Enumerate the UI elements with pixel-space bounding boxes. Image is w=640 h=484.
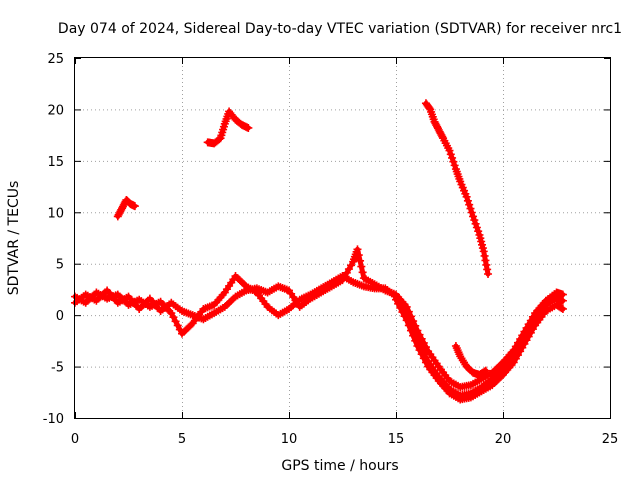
data-point [469,212,478,221]
series-segment-2h [113,195,139,221]
data-point [470,216,479,225]
data-point [404,321,413,330]
data-point [415,330,424,339]
data-point [465,200,474,209]
data-point [463,196,472,205]
data-point [419,354,428,363]
data-point [406,326,415,335]
y-tick-label: 15 [47,155,64,170]
data-point [356,256,365,265]
data-point [421,358,430,367]
series-main-band-b [71,245,567,392]
x-tick-label: 15 [388,432,405,447]
data-point [438,132,447,141]
data-point [130,202,139,211]
y-axis-label: SDTVAR / TECUs [6,181,22,296]
data-point [171,317,180,326]
data-points [71,99,567,404]
data-point [409,331,418,340]
data-point [483,265,492,274]
x-tick-label: 20 [495,432,512,447]
chart-title: Day 074 of 2024, Sidereal Day-to-day VTE… [58,21,622,37]
data-point [173,321,182,330]
data-point [558,304,567,313]
data-point [402,302,411,311]
series-segment-16h [421,99,493,278]
data-point [450,161,459,170]
x-tick-label: 0 [71,432,79,447]
data-point [392,295,400,304]
data-point [411,336,420,345]
x-axis-label: GPS time / hours [281,458,398,474]
data-point [413,342,422,350]
y-tick-label: -5 [51,361,64,376]
data-point [449,157,458,166]
data-point [421,343,430,352]
x-tick-label: 5 [178,432,186,447]
data-point [467,208,476,217]
data-point [479,247,488,256]
data-point [417,334,426,343]
data-point [425,104,434,113]
data-point [480,367,489,376]
data-point [169,313,178,322]
data-point [167,309,176,318]
y-tick-label: -10 [43,412,64,427]
data-point [448,153,457,162]
series-main-band-c [392,295,567,404]
data-point [482,260,491,269]
data-point [472,223,481,232]
data-point [394,299,403,308]
data-point [466,204,475,213]
x-tick-label: 25 [602,432,619,447]
data-point [446,150,455,159]
series-segment-6h [203,107,253,148]
data-point [484,270,493,278]
data-point [417,350,426,359]
data-point [244,123,253,132]
data-point [419,338,428,347]
ticks: 0 5 10 15 20 25 -10 -5 0 5 10 15 20 25 [43,52,619,447]
data-point [471,219,480,228]
data-point [557,304,566,313]
data-point [358,268,367,277]
data-point [409,317,418,326]
data-point [398,308,407,317]
y-tick-label: 25 [47,52,64,67]
y-tick-label: 0 [56,309,64,324]
data-point [396,303,405,312]
data-point [558,290,567,299]
data-point [474,227,483,236]
y-tick-label: 5 [56,258,64,273]
data-point [402,316,411,325]
data-point [480,251,489,260]
plot-frame [74,57,611,419]
data-point [481,256,490,265]
data-point [357,262,366,271]
series-segment-17h [451,342,490,379]
data-point [481,366,490,375]
data-point [400,312,409,321]
grid [75,58,610,418]
data-point [353,245,362,254]
data-point [354,251,363,260]
data-point [445,146,454,155]
y-tick-label: 20 [47,103,64,118]
data-point [462,192,471,201]
y-tick-label: 10 [47,206,64,221]
data-point [415,346,424,355]
x-tick-label: 10 [281,432,298,447]
